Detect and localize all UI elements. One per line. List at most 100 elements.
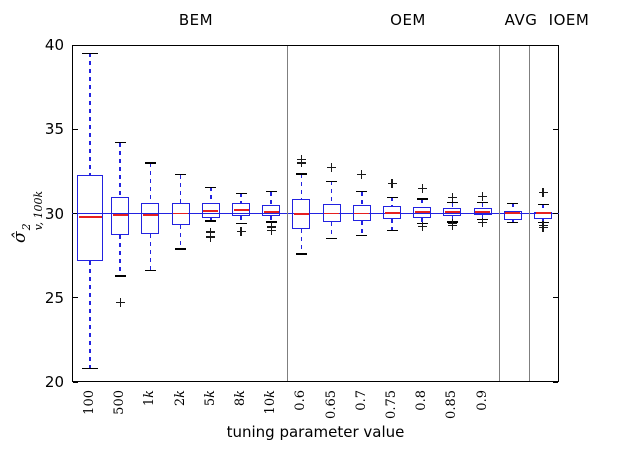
upper-whisker-0-75 [391, 197, 393, 206]
y-tick-mark-left [73, 213, 78, 215]
x-tick-label-8k: 8k [233, 390, 248, 407]
box-avg [503, 210, 522, 221]
upper-whisker-cap-2k [175, 174, 187, 176]
lower-whisker-0-7 [361, 221, 363, 236]
x-tick-label-0-6: 0.6 [293, 390, 309, 411]
upper-whisker-cap-0-6 [295, 173, 307, 175]
outlier-marker-5k [206, 227, 216, 237]
lower-whisker-0-6 [300, 228, 303, 254]
upper-whisker-cap-10k [265, 190, 277, 193]
upper-whisker-cap-0-85 [446, 201, 458, 204]
outlier-marker-0-9 [478, 192, 488, 202]
y-tick-mark-right [553, 44, 558, 46]
lower-whisker-10k [270, 216, 272, 222]
group-separator-line [529, 46, 530, 381]
lower-whisker-cap-100 [82, 367, 98, 370]
x-tick-label-0-85: 0.85 [444, 390, 460, 419]
outlier-marker-0-85 [447, 220, 457, 230]
upper-whisker-0-7 [361, 191, 363, 206]
upper-whisker-cap-0-8 [416, 198, 428, 200]
outlier-marker-0-65 [327, 162, 337, 172]
median-line-100 [78, 215, 102, 218]
median-line-8k [233, 209, 249, 212]
median-line-avg [505, 211, 521, 214]
lower-whisker-1k [149, 233, 152, 271]
upper-whisker-0-85 [451, 202, 454, 208]
outlier-marker-0-8 [417, 183, 427, 193]
upper-whisker-cap-1k [144, 162, 156, 164]
lower-whisker-cap-1k [144, 270, 156, 272]
y-tick-label-25: 25 [44, 288, 64, 307]
lower-whisker-0-8 [421, 217, 423, 224]
outlier-marker-0-8 [417, 221, 427, 231]
lower-whisker-100 [89, 260, 91, 369]
upper-whisker-5k [210, 187, 212, 204]
outlier-marker-0-6 [296, 158, 306, 168]
x-tick-label-1k: 1k [142, 390, 158, 407]
median-line-0-7 [354, 212, 370, 215]
box-2k [171, 202, 190, 226]
outlier-marker-0-7 [357, 170, 367, 180]
lower-whisker-5k [210, 217, 212, 222]
outlier-marker-ioem [538, 187, 548, 197]
group-label-avg: AVG [504, 11, 538, 29]
y-tick-label-35: 35 [44, 120, 64, 139]
upper-whisker-0-9 [481, 202, 484, 209]
median-line-2k [173, 212, 189, 215]
upper-whisker-cap-100 [82, 52, 98, 55]
outlier-marker-ioem [538, 223, 548, 233]
median-line-1k [142, 214, 158, 217]
median-line-0-75 [384, 211, 400, 214]
lower-whisker-cap-0-6 [295, 253, 307, 255]
median-line-500 [112, 214, 128, 217]
box-0-75 [383, 205, 401, 220]
y-tick-label-20: 20 [44, 373, 64, 391]
lower-whisker-cap-2k [175, 248, 187, 250]
upper-whisker-500 [119, 142, 121, 197]
y-tick-mark-right [553, 213, 558, 215]
group-label-oem: OEM [390, 11, 426, 29]
upper-whisker-10k [270, 191, 272, 206]
x-axis-label: tuning parameter value [226, 423, 405, 441]
upper-whisker-cap-0-7 [356, 190, 368, 193]
box-8k [232, 203, 250, 216]
x-tick-label-10k: 10k [263, 390, 279, 415]
lower-whisker-cap-8k [235, 222, 247, 225]
median-line-0-85 [444, 210, 460, 213]
x-tick-label-0-7: 0.7 [353, 390, 369, 411]
x-tick-label-500: 500 [112, 390, 128, 415]
outlier-marker-5k [206, 232, 216, 242]
lower-whisker-cap-0-7 [356, 234, 368, 237]
box-100 [77, 174, 103, 261]
box-5k [201, 203, 220, 218]
box-0-9 [473, 208, 492, 216]
median-line-0-9 [475, 210, 491, 213]
y-tick-mark-right [553, 297, 558, 299]
lower-whisker-cap-avg [507, 222, 519, 224]
x-tick-label-5k: 5k [202, 390, 218, 407]
median-line-0-8 [414, 210, 430, 213]
x-tick-label-0-9: 0.9 [474, 390, 490, 411]
group-label-ioem: IOEM [548, 11, 590, 29]
box-0-85 [443, 207, 462, 217]
y-tick-mark-right [553, 128, 558, 130]
median-line-10k [263, 210, 279, 213]
lower-whisker-0-65 [330, 221, 333, 239]
outlier-marker-0-75 [387, 178, 397, 188]
box-0-8 [413, 206, 432, 218]
upper-whisker-0-8 [421, 199, 423, 207]
upper-whisker-1k [149, 162, 152, 204]
lower-whisker-0-75 [391, 219, 393, 231]
outlier-marker-0-9 [478, 218, 488, 228]
y-tick-mark-left [73, 297, 78, 299]
y-tick-mark-right [553, 381, 558, 383]
upper-whisker-0-6 [300, 173, 303, 200]
upper-whisker-2k [179, 174, 182, 203]
lower-whisker-cap-0-75 [386, 229, 398, 232]
lower-whisker-8k [240, 216, 242, 224]
upper-whisker-8k [240, 193, 242, 204]
outlier-marker-10k [266, 225, 276, 235]
reference-line [72, 212, 559, 215]
upper-whisker-cap-5k [205, 186, 217, 189]
lower-whisker-cap-10k [265, 221, 277, 223]
